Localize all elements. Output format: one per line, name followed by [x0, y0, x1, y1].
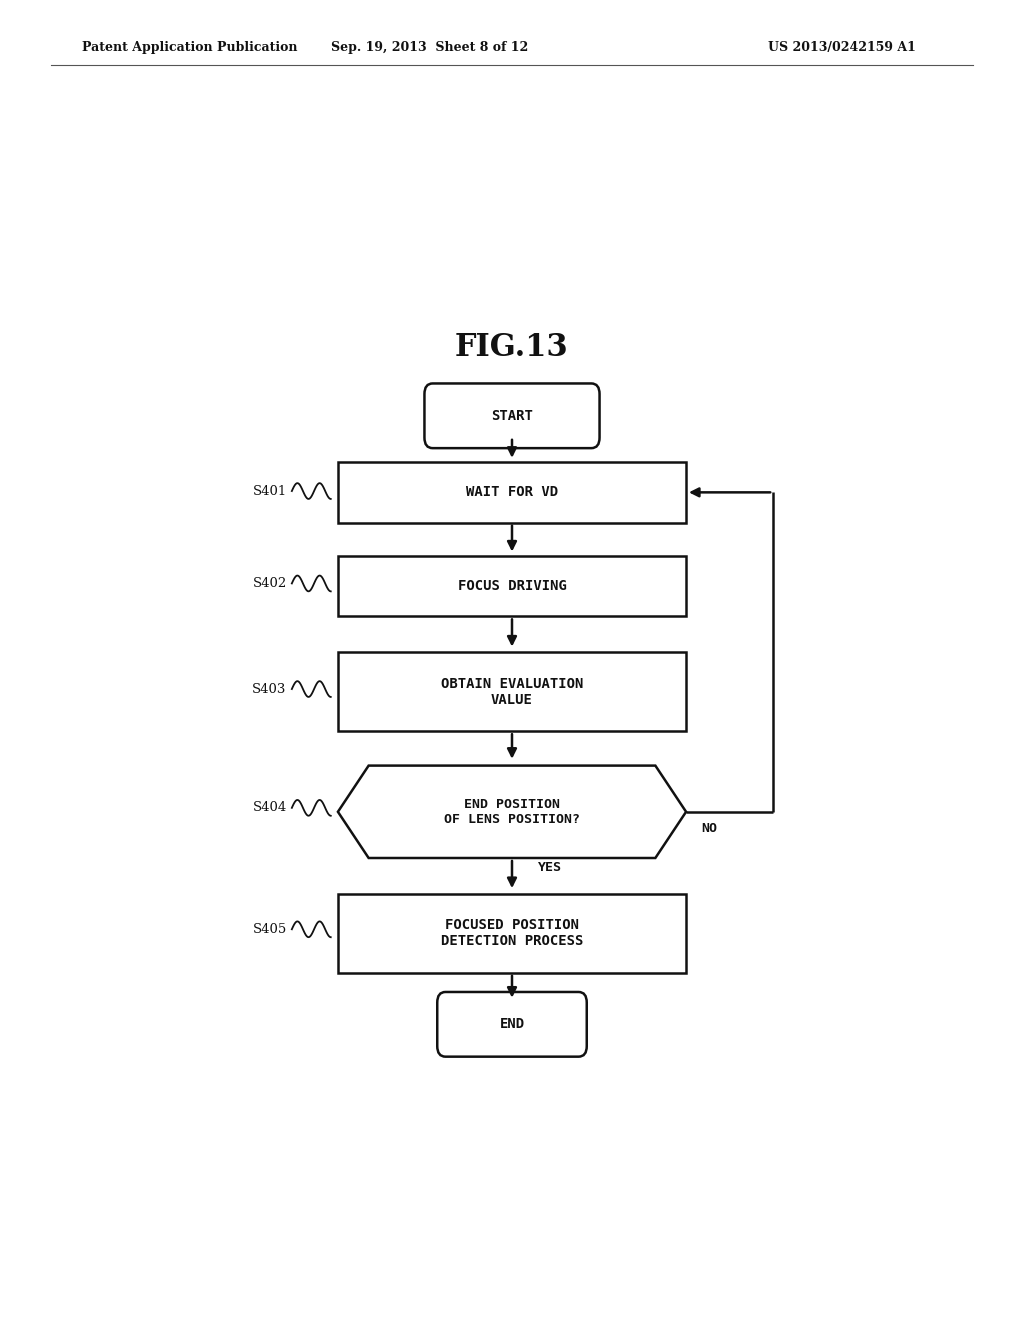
Text: NO: NO — [701, 822, 718, 836]
Text: S403: S403 — [252, 682, 287, 696]
Text: END: END — [500, 1018, 524, 1031]
FancyBboxPatch shape — [437, 993, 587, 1056]
Text: FIG.13: FIG.13 — [455, 331, 569, 363]
Bar — [338, 894, 686, 973]
Text: YES: YES — [538, 861, 561, 874]
Text: WAIT FOR VD: WAIT FOR VD — [466, 486, 558, 499]
Text: FOCUSED POSITION
DETECTION PROCESS: FOCUSED POSITION DETECTION PROCESS — [440, 919, 584, 948]
Polygon shape — [338, 766, 686, 858]
FancyBboxPatch shape — [424, 383, 599, 447]
Text: Patent Application Publication: Patent Application Publication — [82, 41, 297, 54]
Text: S404: S404 — [253, 801, 287, 814]
Bar — [338, 652, 686, 731]
Text: FOCUS DRIVING: FOCUS DRIVING — [458, 579, 566, 593]
Text: START: START — [492, 409, 532, 422]
Text: S405: S405 — [253, 923, 287, 936]
Bar — [338, 556, 686, 616]
Text: Sep. 19, 2013  Sheet 8 of 12: Sep. 19, 2013 Sheet 8 of 12 — [332, 41, 528, 54]
Text: US 2013/0242159 A1: US 2013/0242159 A1 — [768, 41, 915, 54]
Text: S402: S402 — [253, 577, 287, 590]
Text: END POSITION
OF LENS POSITION?: END POSITION OF LENS POSITION? — [444, 797, 580, 826]
Text: OBTAIN EVALUATION
VALUE: OBTAIN EVALUATION VALUE — [440, 677, 584, 706]
Bar — [338, 462, 686, 523]
Text: S401: S401 — [253, 484, 287, 498]
